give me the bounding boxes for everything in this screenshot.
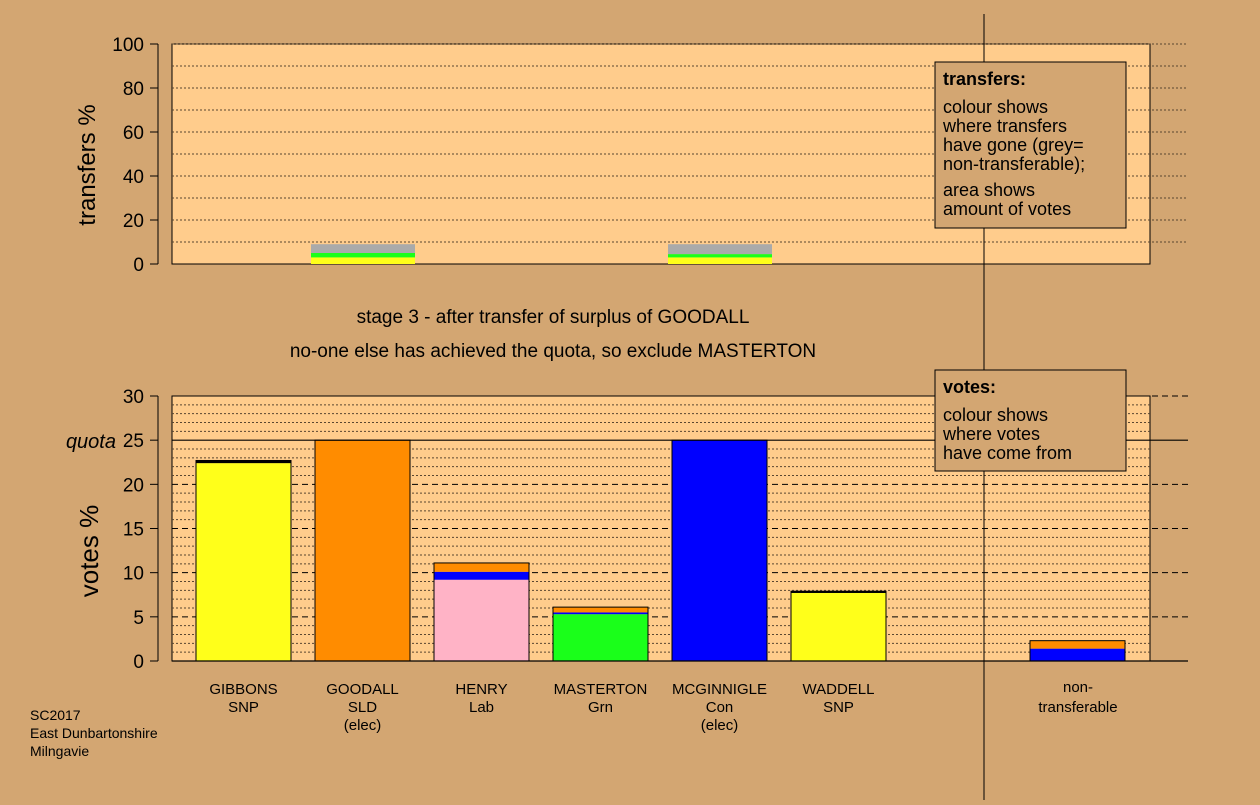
vote-segment: [553, 612, 648, 615]
transfer-segment: [668, 254, 772, 258]
votes-legend-line: have come from: [943, 443, 1072, 463]
transfers-legend: transfers: colour shows where transfers …: [934, 61, 1127, 229]
vote-segment: [1030, 640, 1125, 649]
vote-segment: [315, 440, 410, 661]
vote-segment: [791, 591, 886, 593]
y-tick-label: 80: [123, 79, 144, 100]
status-heading: no-one else has achieved the quota, so e…: [290, 341, 816, 362]
nontransferable-bar: [1029, 640, 1126, 662]
candidate-party: Grn: [588, 699, 613, 716]
votes-gridlines: [172, 395, 1188, 653]
transfer-segment: [311, 253, 415, 258]
y-tick-label: 40: [123, 167, 144, 188]
vote-segment: [791, 592, 886, 661]
y-tick-label: 30: [123, 387, 144, 408]
transfer-segment: [311, 244, 415, 253]
votes-legend-title: votes:: [943, 377, 996, 397]
y-tick-label: 10: [123, 564, 144, 585]
votes-bars: [195, 439, 1126, 662]
y-tick-label: 100: [112, 35, 144, 56]
candidate-name: HENRY: [455, 681, 507, 698]
candidate-labels: GIBBONSSNPGOODALLSLD(elec)HENRYLabMASTER…: [209, 681, 874, 734]
candidate-party: Con: [706, 699, 734, 716]
candidate-bar: [552, 606, 649, 662]
candidate-party: SNP: [228, 699, 259, 716]
y-tick-label: 60: [123, 123, 144, 144]
candidate-party: Lab: [469, 699, 494, 716]
y-tick-label: 0: [133, 255, 144, 276]
candidate-status: (elec): [701, 717, 739, 734]
y-tick-label: 15: [123, 520, 144, 541]
transfer-segment: [311, 257, 415, 264]
candidate-bar: [195, 459, 292, 662]
candidate-name: GOODALL: [326, 681, 399, 698]
y-tick-label: 20: [123, 475, 144, 496]
transfers-gridlines: [172, 43, 1188, 243]
y-tick-label: 5: [133, 608, 144, 629]
candidate-name: WADDELL: [803, 681, 875, 698]
transfers-legend-title: transfers:: [943, 69, 1026, 89]
vote-segment: [434, 562, 529, 572]
transfers-legend-line: area shows: [943, 180, 1035, 200]
candidate-party: SNP: [823, 699, 854, 716]
vote-segment: [196, 463, 291, 661]
vote-segment: [672, 440, 767, 661]
transfer-segment: [668, 244, 772, 255]
nontransferable-label-2: transferable: [1038, 699, 1117, 716]
candidate-party: SLD: [348, 699, 377, 716]
candidate-name: MASTERTON: [554, 681, 648, 698]
footer-council: East Dunbartonshire: [30, 725, 158, 741]
footer-election: SC2017: [30, 707, 81, 723]
vote-segment: [553, 607, 648, 613]
votes-legend-line: colour shows: [943, 405, 1048, 425]
candidate-name: GIBBONS: [209, 681, 277, 698]
transfers-y-ticks: 0 20 40 60 80 100: [112, 35, 159, 276]
candidate-status: (elec): [344, 717, 382, 734]
y-tick-label: 0: [133, 652, 144, 673]
vote-segment: [434, 579, 529, 661]
transfers-legend-line: have gone (grey=: [943, 135, 1084, 155]
votes-y-axis-label: votes %: [74, 505, 104, 598]
y-tick-label: 25: [123, 431, 144, 452]
candidate-bar: [790, 590, 887, 662]
candidate-name: MCGINNIGLE: [672, 681, 767, 698]
stage-heading: stage 3 - after transfer of surplus of G…: [357, 307, 750, 328]
transfers-legend-line: where transfers: [942, 116, 1067, 136]
transfers-legend-line: amount of votes: [943, 199, 1071, 219]
vote-segment: [434, 571, 529, 580]
candidate-bar: [671, 439, 768, 662]
votes-y-ticks: 0 5 10 15 20 25 30: [123, 387, 159, 673]
transfers-y-axis-label: transfers %: [74, 104, 101, 225]
transfers-legend-line: non-transferable);: [943, 154, 1085, 174]
nontransferable-label-1: non-: [1063, 679, 1093, 696]
votes-legend: votes: colour shows where votes have com…: [934, 369, 1127, 472]
vote-segment: [196, 460, 291, 464]
votes-legend-line: where votes: [942, 424, 1040, 444]
footer-ward: Milngavie: [30, 743, 89, 759]
y-tick-label: 20: [123, 211, 144, 232]
quota-label: quota: [66, 431, 116, 453]
transfers-bars: [311, 244, 772, 264]
vote-segment: [553, 614, 648, 661]
transfer-segment: [668, 257, 772, 264]
candidate-bar: [314, 439, 411, 662]
vote-segment: [1030, 648, 1125, 661]
votes-legend-box: [934, 369, 1127, 472]
candidate-bar: [433, 562, 530, 662]
transfers-legend-box: [934, 61, 1127, 229]
transfers-legend-line: colour shows: [943, 97, 1048, 117]
